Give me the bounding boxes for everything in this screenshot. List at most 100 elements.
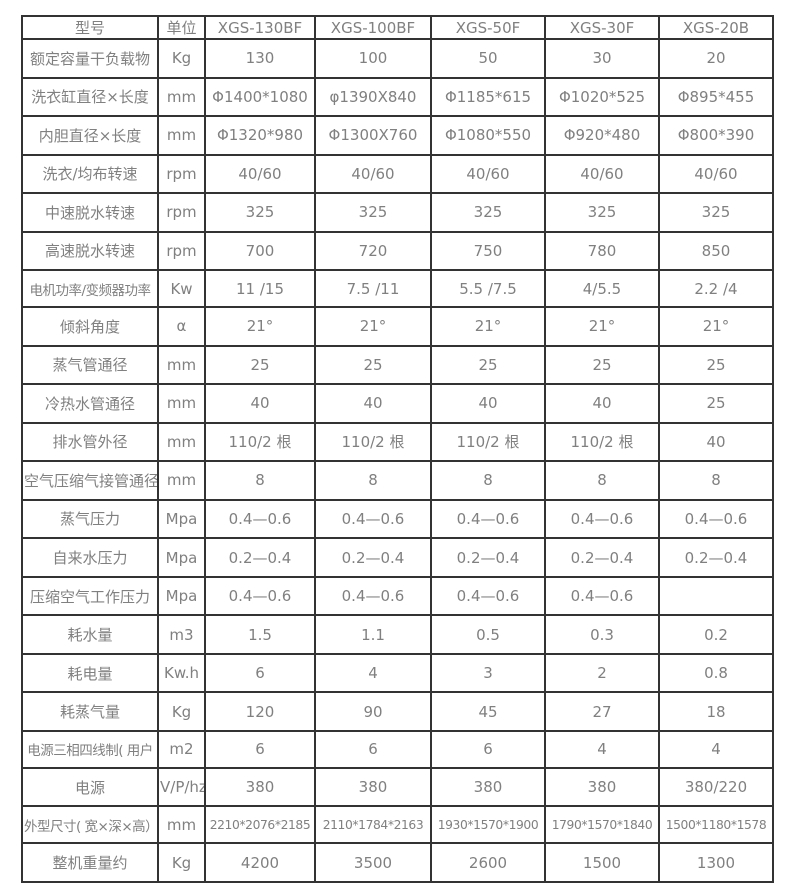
unit-cell: m3 [157, 614, 206, 655]
value-cell: 1300 [658, 842, 774, 883]
row-label-cell: 洗衣缸直径×长度 [21, 76, 159, 118]
value-cell: 700 [204, 230, 316, 272]
value-cell: 110/2 根 [204, 421, 316, 463]
value-cell: Φ1400*1080 [204, 76, 316, 118]
row-label-cell: 电源三相四线制( 用户 [21, 729, 159, 769]
value-cell: 1.5 [204, 614, 316, 655]
value-cell: Φ1185*615 [430, 76, 546, 118]
value-cell: 4200 [204, 842, 316, 883]
row-label-cell: 蒸气管通径 [21, 344, 159, 386]
unit-cell: rpm [157, 230, 206, 272]
value-cell: 325 [544, 192, 660, 233]
value-cell: 850 [658, 230, 774, 272]
value-cell: 25 [430, 344, 546, 386]
value-cell: 6 [204, 729, 316, 769]
unit-cell: mm [157, 421, 206, 463]
value-cell: 40 [658, 421, 774, 463]
spec-row: 蒸气压力 Mpa 0.4—0.6 0.4—0.6 0.4—0.6 0.4—0.6 0.4—0… [21, 498, 774, 540]
row-label-cell: 洗衣/均布转速 [21, 153, 159, 195]
value-cell: 750 [430, 230, 546, 272]
value-cell: 5.5 /7.5 [430, 269, 546, 309]
value-cell: 0.2 [658, 614, 774, 655]
unit-cell: Kg [157, 691, 206, 732]
value-cell: 1500*1180*1578 [658, 805, 774, 845]
value-cell: Φ1320*980 [204, 115, 316, 156]
spec-table-body: 额定容量干负载物 Kg 130 100 50 30 20 洗衣缸直径×长度 mm Φ1400*10… [21, 38, 774, 883]
value-cell: 380 [314, 766, 432, 808]
spec-row: 倾斜角度 α 21° 21° 21° 21° 21° [21, 306, 774, 347]
row-label-cell: 自来水压力 [21, 537, 159, 578]
spec-row: 电源 V/P/hz 380 380 380 380 380/220 [21, 766, 774, 808]
spec-row: 高速脱水转速 rpm 700 720 750 780 850 [21, 230, 774, 272]
value-cell: 50 [430, 38, 546, 79]
header-model-xgs-130bf: XGS-130BF [204, 15, 316, 40]
value-cell: 2.2 /4 [658, 269, 774, 309]
value-cell: 380 [204, 766, 316, 808]
value-cell: 0.4—0.6 [204, 498, 316, 540]
value-cell: 4 [314, 652, 432, 694]
value-cell: 40/60 [544, 153, 660, 195]
value-cell: 40 [204, 383, 316, 424]
value-cell: 0.4—0.6 [430, 575, 546, 617]
unit-cell: Kg [157, 38, 206, 79]
header-model-xgs-100bf: XGS-100BF [314, 15, 432, 40]
value-cell: 8 [658, 460, 774, 501]
value-cell: 380/220 [658, 766, 774, 808]
value-cell: 21° [314, 306, 432, 347]
value-cell: 25 [658, 344, 774, 386]
value-cell: 2600 [430, 842, 546, 883]
unit-cell: Kg [157, 842, 206, 883]
value-cell: 21° [204, 306, 316, 347]
value-cell: 325 [430, 192, 546, 233]
spec-row: 自来水压力 Mpa 0.2—0.4 0.2—0.4 0.2—0.4 0.2—0.4 0.2—… [21, 537, 774, 578]
value-cell: 7.5 /11 [314, 269, 432, 309]
value-cell: Φ1020*525 [544, 76, 660, 118]
unit-cell: Mpa [157, 575, 206, 617]
value-cell: 40 [314, 383, 432, 424]
unit-cell: mm [157, 383, 206, 424]
value-cell: 100 [314, 38, 432, 79]
value-cell: 25 [544, 344, 660, 386]
value-cell: 1.1 [314, 614, 432, 655]
unit-cell: Mpa [157, 498, 206, 540]
header-unit-label: 单位 [157, 15, 206, 40]
value-cell: 2110*1784*2163 [314, 805, 432, 845]
row-label-cell: 蒸气压力 [21, 498, 159, 540]
unit-cell: rpm [157, 153, 206, 195]
value-cell: 18 [658, 691, 774, 732]
spec-row: 中速脱水转速 rpm 325 325 325 325 325 [21, 192, 774, 233]
spec-row: 洗衣缸直径×长度 mm Φ1400*1080 φ1390X840 Φ1185*615 Φ1… [21, 76, 774, 118]
spec-row: 耗蒸气量 Kg 120 90 45 27 18 [21, 691, 774, 732]
value-cell: 1500 [544, 842, 660, 883]
spec-row: 电源三相四线制( 用户 m2 6 6 6 4 4 [21, 729, 774, 769]
row-label-cell: 高速脱水转速 [21, 230, 159, 272]
value-cell: 40/60 [658, 153, 774, 195]
value-cell: 1790*1570*1840 [544, 805, 660, 845]
value-cell: 40/60 [314, 153, 432, 195]
row-label-cell: 排水管外径 [21, 421, 159, 463]
value-cell: 40 [544, 383, 660, 424]
row-label-cell: 压缩空气工作压力 [21, 575, 159, 617]
value-cell: Φ800*390 [658, 115, 774, 156]
value-cell: 21° [658, 306, 774, 347]
value-cell: 0.4—0.6 [204, 575, 316, 617]
row-label-cell: 电机功率/变频器功率 [21, 269, 159, 309]
unit-cell: α [157, 306, 206, 347]
row-label-cell: 额定容量干负载物 [21, 38, 159, 79]
header-model-xgs-20b: XGS-20B [658, 15, 774, 40]
unit-cell: mm [157, 805, 206, 845]
row-label-cell: 耗蒸气量 [21, 691, 159, 732]
value-cell: Φ895*455 [658, 76, 774, 118]
value-cell: 21° [430, 306, 546, 347]
value-cell: 380 [430, 766, 546, 808]
value-cell: 2210*2076*2185 [204, 805, 316, 845]
value-cell: 4/5.5 [544, 269, 660, 309]
value-cell: 120 [204, 691, 316, 732]
row-label-cell: 耗水量 [21, 614, 159, 655]
value-cell: 780 [544, 230, 660, 272]
header-model-label: 型号 [21, 15, 159, 40]
value-cell: 40/60 [204, 153, 316, 195]
value-cell: 0.3 [544, 614, 660, 655]
value-cell: 6 [314, 729, 432, 769]
